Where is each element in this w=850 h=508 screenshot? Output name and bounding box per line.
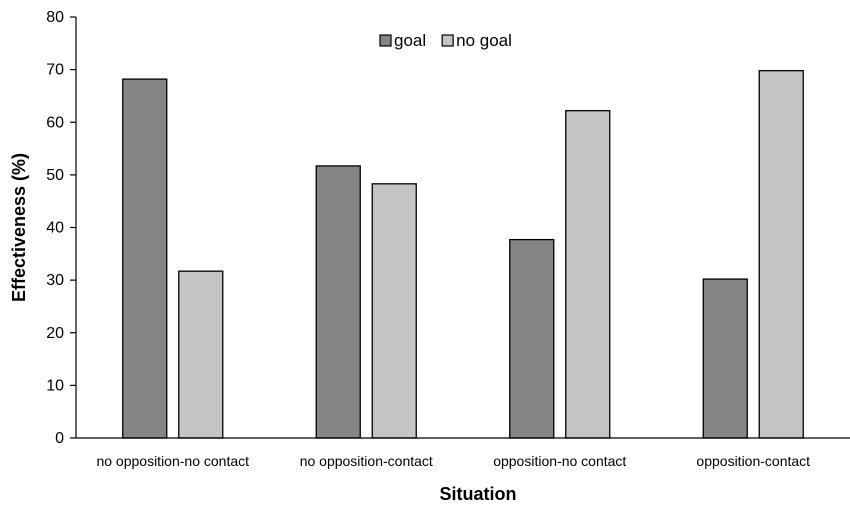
bar-no-goal [178,270,224,439]
y-tick-label: 50 [46,167,64,184]
bars [122,70,804,439]
bar-no-goal [565,110,611,439]
legend-label: no goal [456,31,512,50]
bar-no-goal [371,183,417,439]
bar-goal [509,238,555,439]
x-axis-title: Situation [440,484,517,504]
x-category-label: opposition-contact [696,453,810,469]
bar-no-goal [758,70,804,439]
y-axis-title: Effectiveness (%) [9,153,29,302]
x-category-label: no opposition-contact [300,453,433,469]
bar-goal [702,278,748,439]
y-tick-label: 10 [46,377,64,394]
y-tick-label: 0 [55,430,64,447]
x-category-label: opposition-no contact [493,453,626,469]
y-tick-label: 20 [46,325,64,342]
y-tick-label: 80 [46,9,64,26]
bar-goal [122,78,168,439]
category-labels: no opposition-no contact no opposition-co… [96,453,810,469]
y-tick-label: 40 [46,220,64,237]
y-axis-ticks: 0 10 20 30 40 50 60 70 80 [46,9,76,447]
legend-swatch [441,34,454,47]
legend: goal no goal [379,31,512,50]
y-tick-label: 30 [46,272,64,289]
y-tick-label: 70 [46,62,64,79]
x-category-label: no opposition-no contact [96,453,249,469]
y-tick-label: 60 [46,114,64,131]
bar-goal [315,165,361,439]
legend-label: goal [394,31,426,50]
legend-swatch [379,34,392,47]
